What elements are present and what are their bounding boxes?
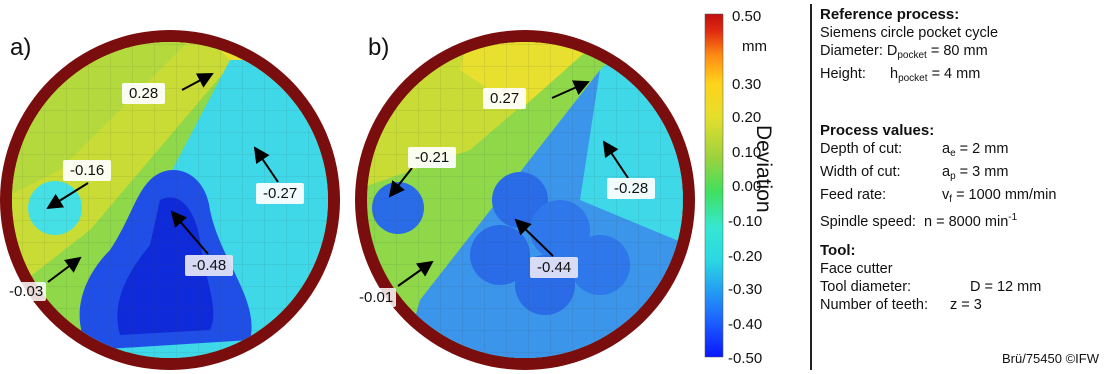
subscript: f: [949, 194, 953, 205]
annotation-a-0: 0.28: [122, 83, 166, 104]
subscript: p: [950, 171, 956, 182]
value: z = 3: [950, 297, 982, 313]
surface-plot-b: b): [355, 30, 695, 370]
number-of-teeth: Number of teeth: z = 3: [820, 296, 1041, 314]
label: Spindle speed:: [820, 214, 916, 230]
colorbar-tick: 0.50: [732, 8, 762, 25]
label: Tool diameter:: [820, 279, 912, 295]
value: D = 12 mm: [970, 279, 1042, 295]
tool-diameter: Tool diameter: D = 12 mm: [820, 278, 1041, 296]
reference-line: Siemens circle pocket cycle: [820, 25, 999, 41]
feed-rate: Feed rate: vf = 1000 mm/min: [820, 186, 1056, 209]
colorbar-tick: -0.20: [728, 248, 763, 265]
subscript: pocket: [898, 73, 928, 84]
colorbar: [704, 13, 724, 358]
reference-height: Height: hpocket = 4 mm: [820, 65, 998, 88]
colorbar-unit: mm: [742, 38, 767, 55]
value: = 1000 mm/min: [956, 187, 1057, 203]
width-of-cut: Width of cut: ap = 3 mm: [820, 163, 1056, 186]
tool-heading: Tool:: [820, 242, 856, 259]
value: = 3 mm: [959, 164, 1009, 180]
symbol: a: [942, 164, 951, 180]
annotation-a-4: -0.03: [6, 282, 47, 301]
annotation-b-3: -0.44: [530, 257, 579, 278]
spindle-speed: Spindle speed: n = 8000 min-1: [820, 209, 1056, 231]
annotation-b-1: -0.21: [408, 147, 457, 168]
depth-of-cut: Depth of cut: ae = 2 mm: [820, 140, 1056, 163]
annotation-b-0: 0.27: [483, 88, 527, 109]
annotation-b-4: -0.01: [356, 288, 397, 307]
label: Feed rate:: [820, 187, 887, 203]
symbol: h: [889, 66, 899, 82]
surface-plot-a: a): [0, 30, 340, 370]
value: = 2 mm: [959, 141, 1009, 157]
reference-diameter: Diameter: Dpocket = 80 mm: [820, 42, 998, 65]
label: Number of teeth:: [820, 297, 928, 313]
colorbar-title: Deviation: [752, 125, 775, 213]
colorbar-tick: -0.50: [728, 350, 763, 367]
annotation-a-3: -0.48: [185, 255, 234, 276]
value: = 4 mm: [931, 66, 981, 82]
annotation-a-2: -0.27: [256, 183, 305, 204]
reference-heading: Reference process:: [820, 6, 960, 23]
symbol: a: [942, 141, 951, 157]
colorbar-tick: 0.10: [732, 144, 762, 161]
colorbar-tick: -0.30: [728, 281, 763, 298]
value: = 80 mm: [930, 43, 988, 59]
subscript: pocket: [897, 50, 927, 61]
subscript: e: [950, 148, 956, 159]
annotation-a-1: -0.16: [63, 160, 112, 181]
colorbar-tick: 0.30: [732, 76, 762, 93]
plot-b-label: b): [368, 34, 389, 61]
colorbar-tick: -0.40: [728, 316, 763, 333]
annotation-b-2: -0.28: [607, 178, 656, 199]
divider: [810, 4, 812, 370]
label: Depth of cut:: [820, 141, 903, 157]
value: = 8000 min: [936, 214, 1009, 230]
tool-type: Face cutter: [820, 261, 893, 277]
plot-a-label: a): [10, 34, 31, 61]
label: Diameter: D: [820, 43, 898, 59]
colorbar-tick: 0.00: [732, 178, 762, 195]
process-heading: Process values:: [820, 122, 935, 139]
symbol: n: [924, 214, 933, 230]
symbol: v: [942, 187, 950, 203]
label: Height:: [820, 66, 866, 82]
colorbar-tick: 0.20: [732, 109, 762, 126]
label: Width of cut:: [820, 164, 901, 180]
superscript: -1: [1008, 212, 1018, 223]
figure-credit: Brü/75450 ©IFW: [1001, 351, 1099, 366]
colorbar-tick: -0.10: [728, 213, 763, 230]
